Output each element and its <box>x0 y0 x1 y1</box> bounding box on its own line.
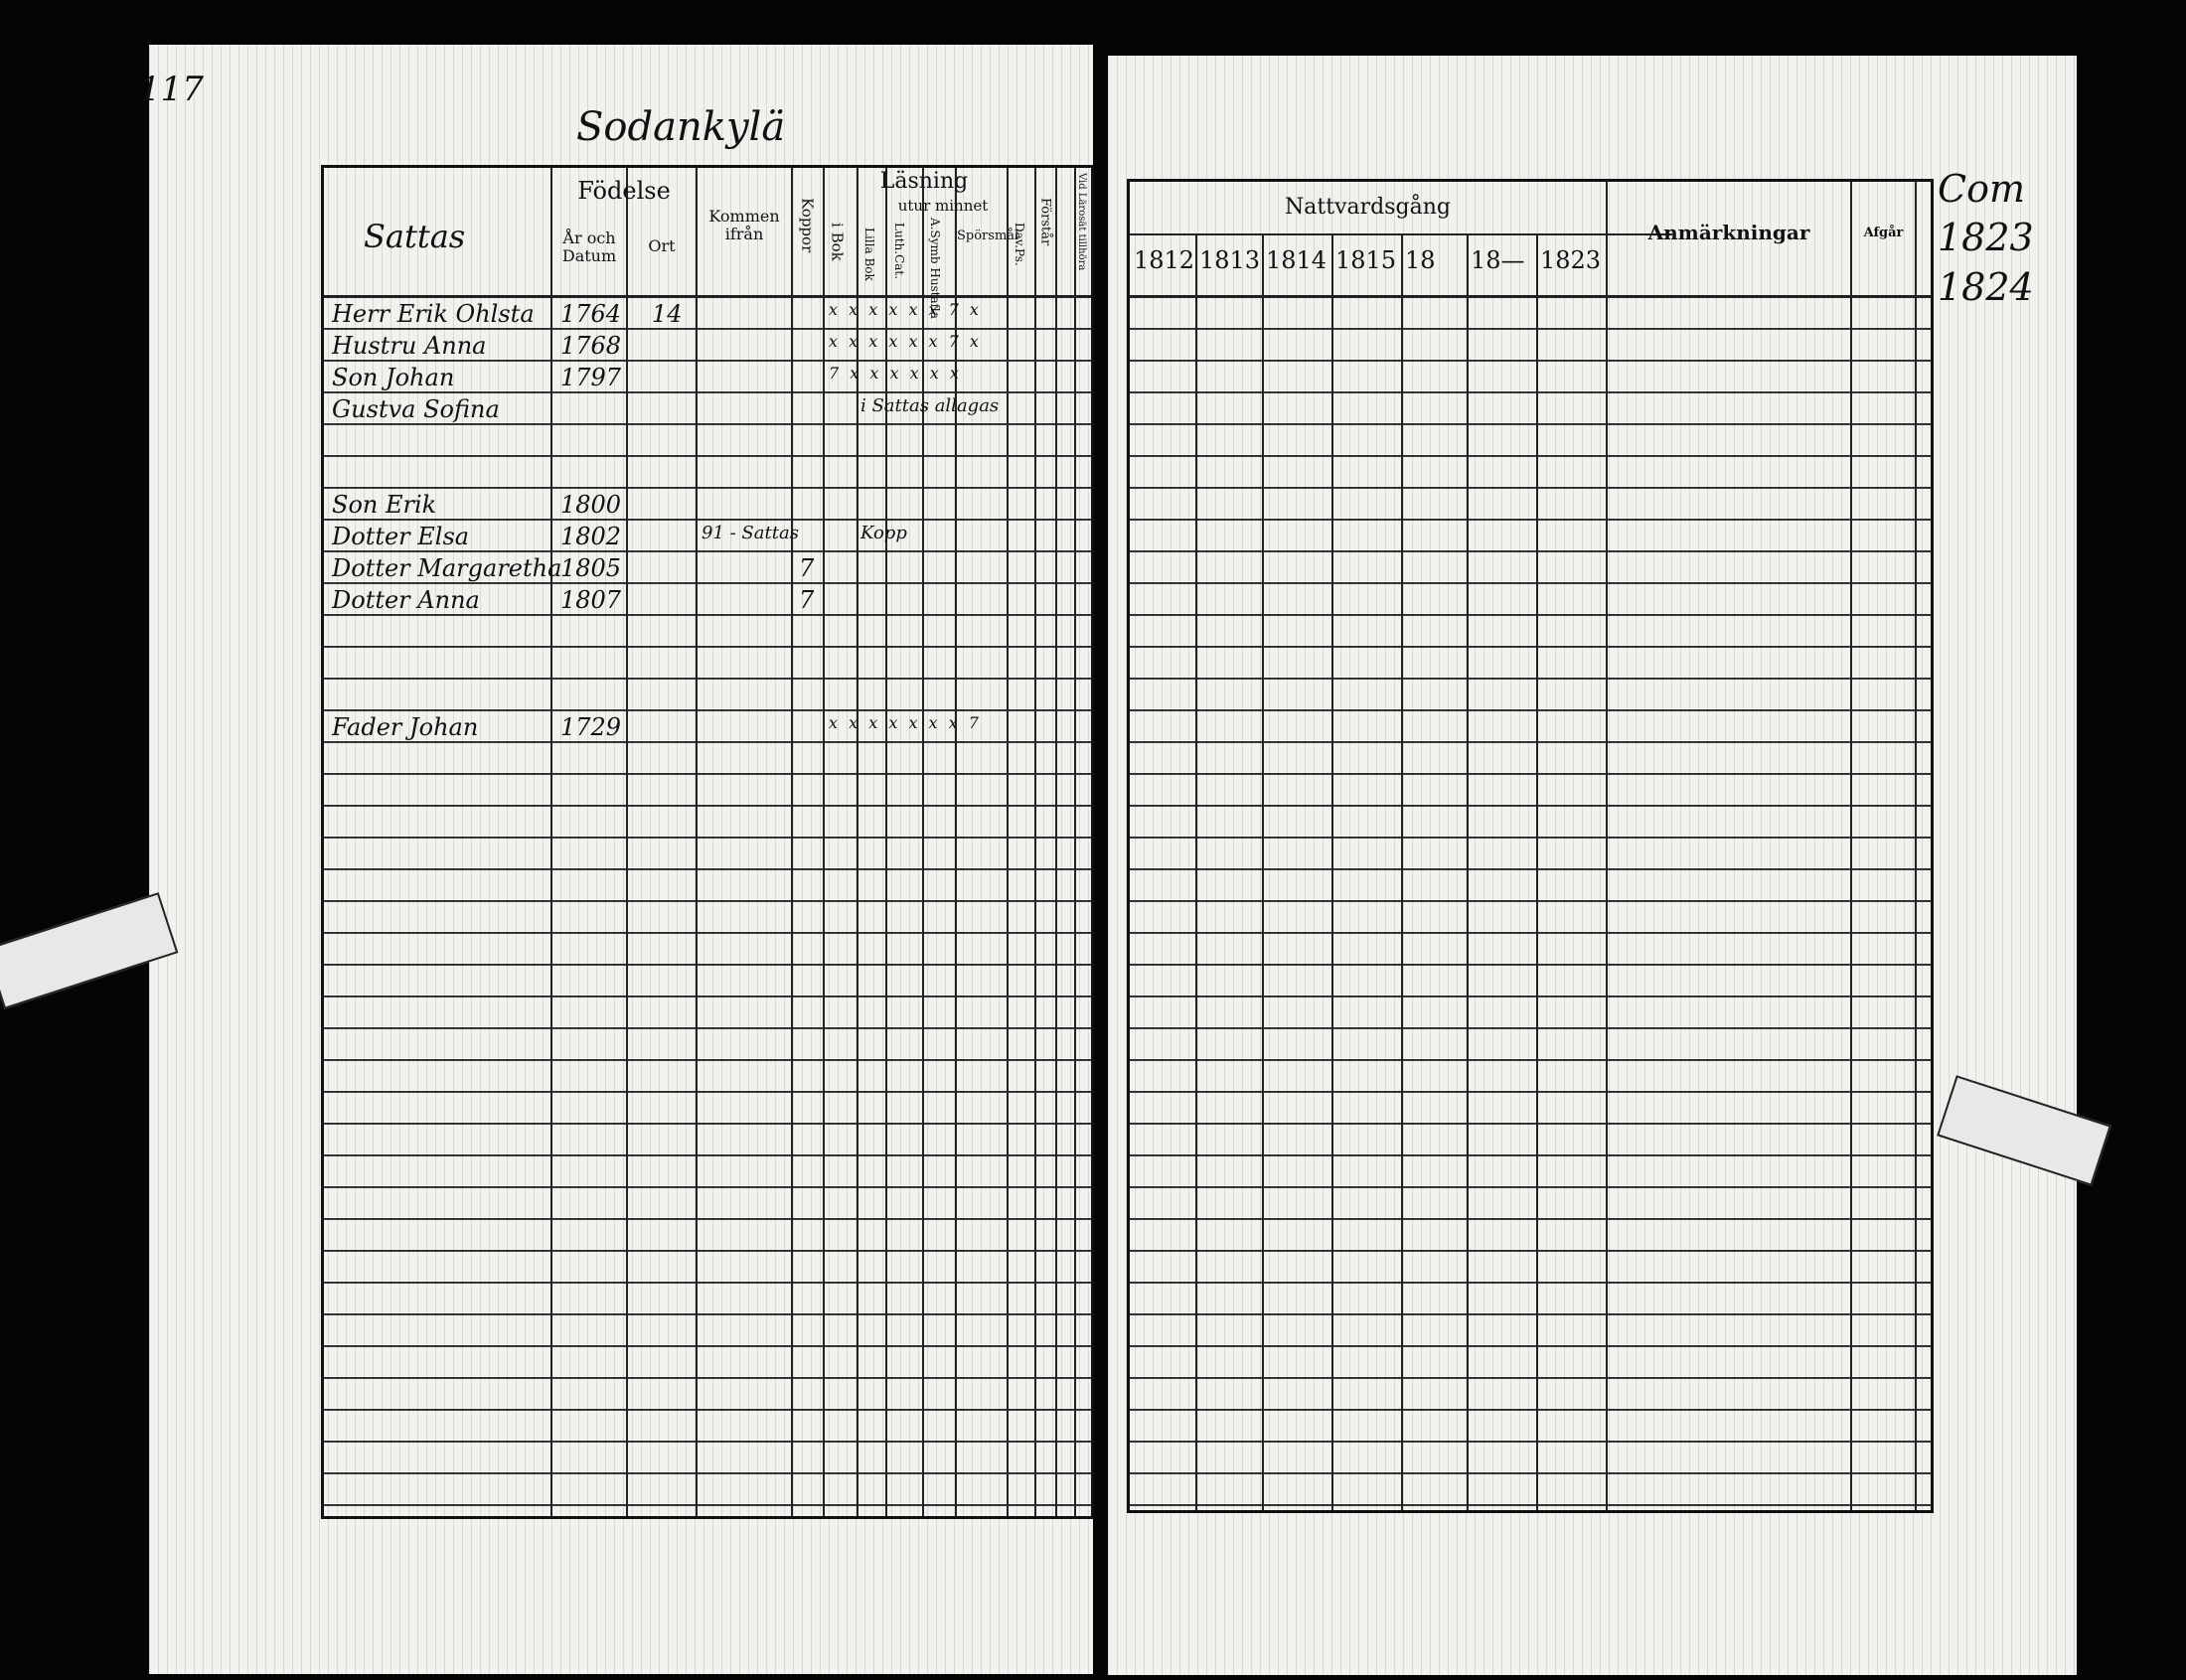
header-year-1: 1813 <box>1199 246 1261 274</box>
entry-name: Son Johan <box>332 364 455 391</box>
entry-birth-year: 1764 <box>560 300 622 328</box>
household-table-left: Sattas Födelse År och Datum Ort Kommen i… <box>321 165 1094 1519</box>
header-dav-ps: Dav.Ps. <box>1013 223 1027 266</box>
entry-came-from: 91 - Sattas <box>702 523 799 543</box>
header-birth-place: Ort <box>648 236 676 255</box>
page-tab <box>1937 1075 2111 1186</box>
header-reading: Läsning <box>879 169 969 194</box>
entry-birth-year: 1797 <box>560 364 622 391</box>
parish-name: Sodankylä <box>576 104 786 150</box>
entry-reading-marks: x x x x x x x 7 <box>829 713 982 732</box>
entry-birth-year: 1807 <box>560 586 622 614</box>
entry-name: Dotter Margaretha <box>332 554 562 582</box>
entry-name: Dotter Anna <box>332 586 480 614</box>
entry-name: Hustru Anna <box>332 332 487 360</box>
header-small-cat: Lilla Bok <box>862 228 877 281</box>
header-questions: Spörsmål <box>957 229 1019 243</box>
header-year-2: 1814 <box>1266 246 1327 274</box>
page-number: 117 <box>139 70 204 109</box>
header-understanding: Förstår <box>1037 198 1053 246</box>
header-year-5: 18— <box>1471 246 1525 274</box>
header-remarks: Anmärkningar <box>1647 221 1810 244</box>
entry-birth-year: 1800 <box>560 491 622 519</box>
right-page: Nattvardsgång 1812 1813 1814 1815 18 18— 1823 … <box>1108 56 2111 1675</box>
header-smallpox: Koppor <box>798 198 817 253</box>
entry-smallpox: 7 <box>799 554 815 582</box>
header-in-book: i Bok <box>828 223 847 261</box>
header-last-column: Vid Lärosät tillhöra <box>1076 173 1087 271</box>
header-communion: Nattvardsgång <box>1285 195 1451 220</box>
entry-name: Herr Erik Ohlsta <box>332 300 535 328</box>
entry-birth-place: 14 <box>652 300 683 328</box>
header-departure: Afgår <box>1863 226 1904 240</box>
header-came-from: Kommen ifrån <box>708 207 780 243</box>
page-tab <box>0 892 179 1009</box>
entry-birth-year: 1805 <box>560 554 622 582</box>
entry-reading-marks: 7 x x x x x x <box>829 364 962 382</box>
header-name: Sattas <box>364 218 466 255</box>
header-birth-year: År och Datum <box>561 229 617 265</box>
header-year-0: 1812 <box>1134 246 1195 274</box>
entry-name: Fader Johan <box>332 713 479 741</box>
entry-birth-year: 1802 <box>560 523 622 550</box>
entry-name: Son Erik <box>332 491 437 519</box>
header-year-4: 18 <box>1405 246 1436 274</box>
entry-note: i Sattas allagas <box>860 395 1000 416</box>
communion-table-right: Nattvardsgång 1812 1813 1814 1815 18 18— 1823 … <box>1127 179 1934 1513</box>
header-by-heart: utur minnet <box>897 197 989 215</box>
header-hustafla: A.Symb Hustafla <box>928 218 943 319</box>
left-page: 117 Sodankylä Sattas Födelse År och Datu… <box>0 45 1094 1674</box>
margin-note: Com 1823 1824 <box>1938 167 2034 309</box>
entry-birth-year: 1768 <box>560 332 622 360</box>
entry-reading-marks: x x x x x x 7 x <box>829 332 982 351</box>
header-birth: Födelse <box>577 177 671 205</box>
header-year-3: 1815 <box>1335 246 1397 274</box>
header-year-6: 1823 <box>1540 246 1602 274</box>
entry-name: Dotter Elsa <box>332 523 470 550</box>
entry-smallpox: 7 <box>799 586 815 614</box>
header-luth-cat: Luth.Cat. <box>892 223 907 280</box>
entry-name: Gustva Sofina <box>332 395 500 423</box>
entry-birth-year: 1729 <box>560 713 622 741</box>
entry-reading-marks: x x x x x x 7 x <box>829 300 982 319</box>
entry-note: Kopp <box>860 523 907 543</box>
